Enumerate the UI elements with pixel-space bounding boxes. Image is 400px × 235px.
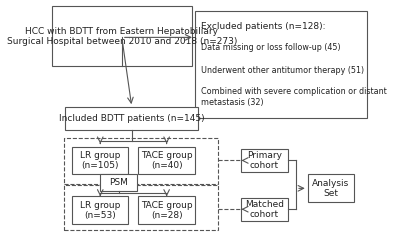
FancyBboxPatch shape <box>241 198 288 221</box>
Text: Matched
cohort: Matched cohort <box>245 200 284 219</box>
Text: TACE group
(n=40): TACE group (n=40) <box>141 151 192 170</box>
Text: TACE group
(n=28): TACE group (n=28) <box>141 201 192 220</box>
Text: PSM: PSM <box>109 178 128 187</box>
FancyBboxPatch shape <box>241 149 288 172</box>
Text: HCC with BDTT from Eastern Hepatobiliary
Surgical Hospital between 2010 and 2018: HCC with BDTT from Eastern Hepatobiliary… <box>7 27 237 46</box>
FancyBboxPatch shape <box>66 107 198 130</box>
Text: Included BDTT patients (n=145): Included BDTT patients (n=145) <box>59 114 204 123</box>
Text: LR group
(n=53): LR group (n=53) <box>80 201 120 220</box>
FancyBboxPatch shape <box>195 11 368 118</box>
Text: Primary
cohort: Primary cohort <box>247 151 282 170</box>
Text: Combined with severe complication or distant
metastasis (32): Combined with severe complication or dis… <box>202 87 387 107</box>
FancyBboxPatch shape <box>100 174 137 191</box>
Text: Data missing or loss follow-up (45): Data missing or loss follow-up (45) <box>202 43 341 52</box>
FancyBboxPatch shape <box>52 6 192 67</box>
FancyBboxPatch shape <box>308 174 354 202</box>
Text: Underwent other antitumor therapy (51): Underwent other antitumor therapy (51) <box>202 67 365 75</box>
FancyBboxPatch shape <box>138 196 195 224</box>
Text: LR group
(n=105): LR group (n=105) <box>80 151 120 170</box>
Text: Analysis
Set: Analysis Set <box>312 179 350 198</box>
FancyBboxPatch shape <box>72 196 128 224</box>
Text: Excluded patients (n=128):: Excluded patients (n=128): <box>202 22 326 31</box>
FancyBboxPatch shape <box>72 147 128 174</box>
FancyBboxPatch shape <box>138 147 195 174</box>
